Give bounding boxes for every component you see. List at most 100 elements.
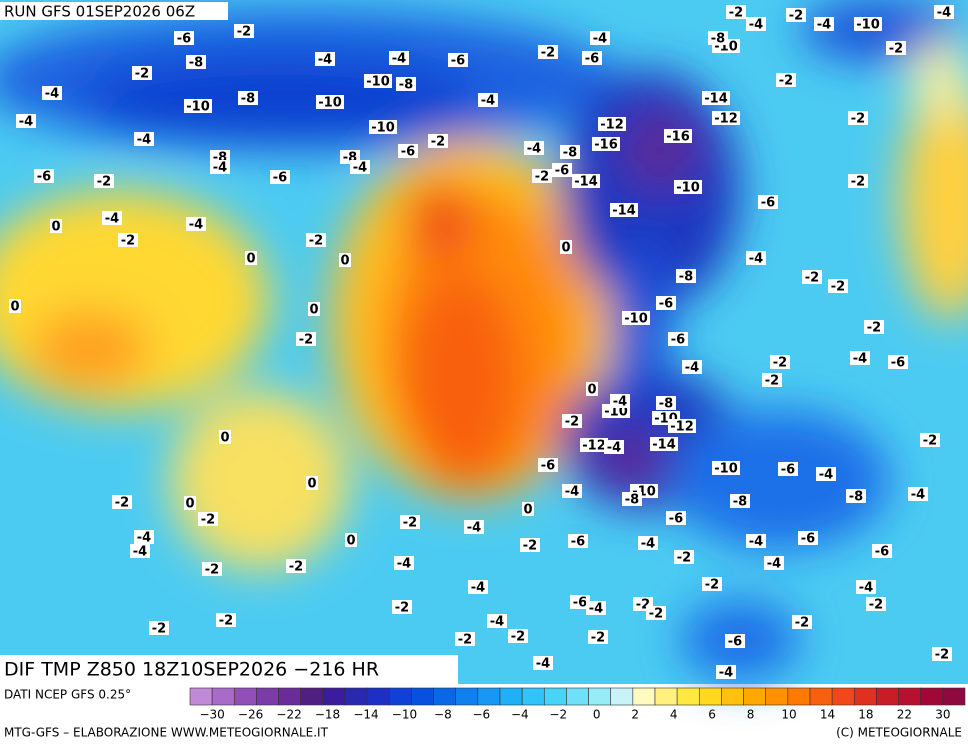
map-label: -4	[189, 218, 203, 233]
colorbar-label: −2	[549, 708, 567, 722]
label-box	[186, 55, 206, 69]
label-box	[650, 437, 678, 451]
label-box	[762, 373, 782, 387]
map-label: -6	[573, 596, 587, 611]
map-label: -8	[625, 493, 639, 508]
label-box	[184, 496, 196, 510]
label-box	[316, 95, 344, 109]
map-label: -2	[591, 631, 605, 646]
label-box	[396, 77, 416, 91]
map-label: -2	[115, 496, 129, 511]
label-box	[149, 621, 169, 635]
label-box	[590, 31, 610, 45]
label-box	[562, 484, 582, 498]
label-box	[50, 219, 62, 233]
label-box	[792, 615, 812, 629]
label-box	[674, 550, 694, 564]
label-box	[848, 174, 868, 188]
map-label: -2	[289, 560, 303, 575]
label-box	[848, 111, 868, 125]
label-box	[9, 299, 21, 313]
map-label: -10	[856, 18, 880, 33]
colorbar: −30 −26 −22 −18 −14 −10 −8 −6 −4 −2 0 2 4 6 8 10 14 18 22 3…	[189, 687, 966, 722]
label-box	[394, 556, 414, 570]
label-box	[560, 145, 580, 159]
map-label: -4	[213, 161, 227, 176]
label-box	[315, 52, 335, 66]
map-label: -2	[97, 175, 111, 190]
header-box	[0, 2, 228, 20]
map-label: -2	[923, 434, 937, 449]
map-label: -14	[612, 204, 636, 219]
label-box	[130, 544, 150, 558]
map-label: -6	[273, 171, 287, 186]
map-label: -4	[589, 602, 603, 617]
label-box	[592, 137, 620, 151]
label-box	[306, 233, 326, 247]
label-box	[656, 296, 676, 310]
map-label: -10	[366, 75, 390, 90]
colorbar-swatch	[433, 687, 457, 706]
map-label: -4	[471, 581, 485, 596]
colorbar-swatch	[233, 687, 257, 706]
map-label: -4	[318, 53, 332, 68]
map-label: -4	[859, 581, 873, 596]
map-label: -4	[937, 6, 951, 21]
map-label: -4	[685, 361, 699, 376]
map-label: -4	[105, 212, 119, 227]
map-label: 0	[51, 220, 60, 235]
map-label: -4	[19, 115, 33, 130]
colorbar-swatch	[831, 687, 855, 706]
map-label: -6	[671, 333, 685, 348]
map-label: -4	[749, 252, 763, 267]
source: DATI NCEP GFS 0.25°	[4, 688, 131, 702]
label-box	[538, 45, 558, 59]
credit: MTG-GFS – ELABORAZIONE WWW.METEOGIORNALE…	[4, 726, 329, 740]
map-label: -2	[201, 513, 215, 528]
colorbar-swatch	[322, 687, 346, 706]
colorbar-label: −30	[199, 708, 224, 722]
label-box	[864, 320, 884, 334]
map-label: -4	[467, 521, 481, 536]
colorbar-swatch	[920, 687, 944, 706]
map-label: -14	[652, 438, 676, 453]
map-label: -6	[761, 196, 775, 211]
colorbar-swatch	[411, 687, 434, 706]
label-box	[666, 511, 686, 525]
map-label: 0	[309, 303, 318, 318]
colorbar-swatch	[366, 687, 390, 706]
map-label: 0	[587, 383, 596, 398]
label-box	[216, 613, 236, 627]
map-label: -8	[399, 78, 413, 93]
map-label: -4	[137, 531, 151, 546]
label-box	[134, 530, 154, 544]
map-label: -16	[666, 130, 690, 145]
map-label: -4	[565, 485, 579, 500]
map-label: -2	[773, 356, 787, 371]
colorbar-label: −26	[238, 708, 263, 722]
label-box	[464, 520, 484, 534]
label-box	[758, 195, 778, 209]
map-label: -4	[397, 557, 411, 572]
label-box	[770, 355, 790, 369]
map-label: -2	[851, 175, 865, 190]
map-label: -4	[481, 94, 495, 109]
map-labels: -6 -2-2-8-4-4 -4 -6-2-4-6-10-8 -10-10 -8-4-10…	[9, 5, 954, 681]
label-box	[570, 595, 590, 609]
label-box	[712, 111, 740, 125]
map-label: -2	[729, 6, 743, 21]
map-label: -4	[819, 468, 833, 483]
label-box	[716, 665, 736, 679]
label-box	[668, 419, 696, 433]
map-label: -12	[670, 420, 694, 435]
map-label: -4	[607, 441, 621, 456]
map-label: -4	[767, 557, 781, 572]
label-box	[42, 86, 62, 100]
colorbar-label: 22	[897, 708, 912, 722]
map-label: -2	[867, 321, 881, 336]
label-box	[508, 629, 528, 643]
label-box	[448, 53, 468, 67]
map-label: -2	[795, 616, 809, 631]
label-box	[198, 512, 218, 526]
label-box	[245, 251, 257, 265]
